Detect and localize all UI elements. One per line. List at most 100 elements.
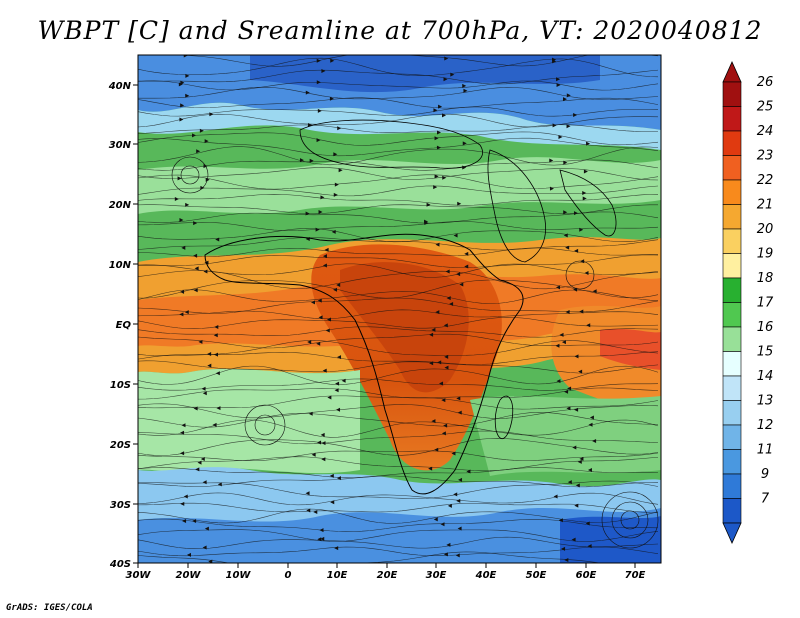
streamline-arrow (217, 482, 222, 487)
streamline-arrow (180, 103, 185, 108)
streamline-arrow (561, 546, 566, 551)
colorbar-label: 25 (757, 100, 774, 115)
colorbar-swatch (722, 473, 742, 499)
colorbar-label: 22 (757, 173, 774, 188)
streamline-arrow (184, 310, 189, 315)
streamline-arrow (457, 526, 462, 531)
streamline (138, 106, 659, 117)
streamline-arrow (180, 451, 185, 456)
streamline (138, 351, 659, 365)
streamline-arrow (466, 469, 471, 474)
lat-tick-label: 40S (109, 559, 131, 570)
streamline-arrow (552, 123, 557, 128)
colorbar-label: 23 (757, 149, 774, 164)
streamline-arrow (316, 138, 321, 143)
streamline (138, 412, 659, 428)
lon-tick-label: 30W (126, 570, 152, 581)
colorbar-label: 21 (757, 198, 774, 213)
colorbar-label: 17 (757, 296, 774, 311)
streamline-arrow (306, 508, 311, 513)
lon-tick-label: 10W (226, 570, 252, 581)
streamline-arrow (316, 80, 321, 85)
streamline (138, 546, 659, 557)
streamline-arrow (185, 202, 190, 207)
streamline (138, 69, 659, 85)
streamline (138, 289, 659, 304)
streamline-arrow (324, 247, 329, 252)
chart-title: WBPT [C] and Sreamline at 700hPa, VT: 20… (37, 16, 763, 45)
streamline (138, 159, 659, 171)
colorbar-label: 24 (757, 124, 774, 139)
india-coastline (559, 169, 617, 237)
streamline-arrow (441, 398, 446, 403)
streamline-arrow (563, 160, 568, 165)
streamline-arrow (179, 312, 184, 317)
streamline-arrow (579, 309, 584, 314)
streamline-arrow (325, 328, 330, 333)
streamline-arrow (202, 480, 207, 485)
longitude-axis: 30W 20W 10W 0 10E 20E 30E 40E 50E 60E 70E (126, 563, 646, 581)
streamline (138, 502, 659, 513)
colorbar-swatch (722, 302, 742, 328)
streamline-arrow (204, 526, 209, 531)
colorbar-label: 14 (757, 369, 774, 384)
credit-text: GrADS: IGES/COLA (6, 603, 93, 613)
streamline-arrow (341, 378, 346, 383)
streamline (138, 263, 659, 278)
streamline-arrow (316, 58, 321, 63)
streamline-arrow (331, 229, 336, 234)
streamline-arrow (327, 395, 332, 400)
colorbar: 26 25 24 23 22 21 20 19 18 17 16 15 14 13 12 11 9 7 (722, 61, 774, 544)
lat-tick-label: 20N (109, 200, 132, 211)
streamline (138, 124, 659, 134)
mild-band (138, 157, 661, 214)
streamline-arrow (216, 406, 221, 411)
streamline-arrow (459, 282, 464, 287)
streamline-arrow (180, 430, 185, 435)
streamline-arrow (322, 254, 327, 259)
streamline-arrow (179, 217, 184, 222)
streamline (138, 529, 659, 542)
streamline (138, 57, 659, 78)
streamline-arrow (321, 441, 326, 446)
streamline (138, 536, 659, 549)
streamline-arrow (455, 553, 460, 558)
streamline-arrow (463, 88, 468, 93)
streamline-arrow (588, 422, 593, 427)
streamline-arrow (214, 324, 219, 329)
streamline-arrow (565, 309, 570, 314)
colorbar-label: 19 (757, 247, 774, 262)
lat-tick-label: 40N (108, 81, 132, 92)
colorbar-swatch (722, 155, 742, 181)
streamline-arrow (200, 185, 205, 190)
streamline (138, 86, 659, 100)
streamline (138, 137, 659, 157)
colorbar-label: 15 (757, 345, 774, 360)
streamline-arrow (305, 90, 310, 95)
streamline-arrow (192, 133, 197, 138)
streamline-arrow (573, 211, 578, 216)
streamline-arrow (438, 104, 443, 109)
streamline-arrow (567, 480, 572, 485)
streamline-arrow (586, 323, 591, 328)
streamline-arrow (457, 410, 462, 415)
streamline-arrow (208, 559, 213, 563)
streamline-arrow (583, 169, 588, 174)
streamline-arrow (203, 269, 208, 274)
streamline-arrow (571, 537, 576, 542)
streamline-arrow (443, 552, 448, 557)
streamline-arrow (185, 73, 190, 78)
streamline-arrow (326, 317, 331, 322)
streamline-arrow (592, 289, 597, 294)
streamline-arrow (338, 168, 343, 173)
colorbar-swatch (722, 228, 742, 254)
streamline (138, 551, 602, 563)
lat-tick-label: EQ (116, 320, 132, 331)
streamline-arrow (580, 259, 585, 264)
streamline-arrow (450, 72, 455, 77)
streamline-arrow (183, 55, 188, 58)
colorbar-label: 13 (757, 394, 774, 409)
streamline-arrow (320, 536, 325, 541)
streamline (138, 403, 659, 419)
streamline (162, 55, 659, 67)
